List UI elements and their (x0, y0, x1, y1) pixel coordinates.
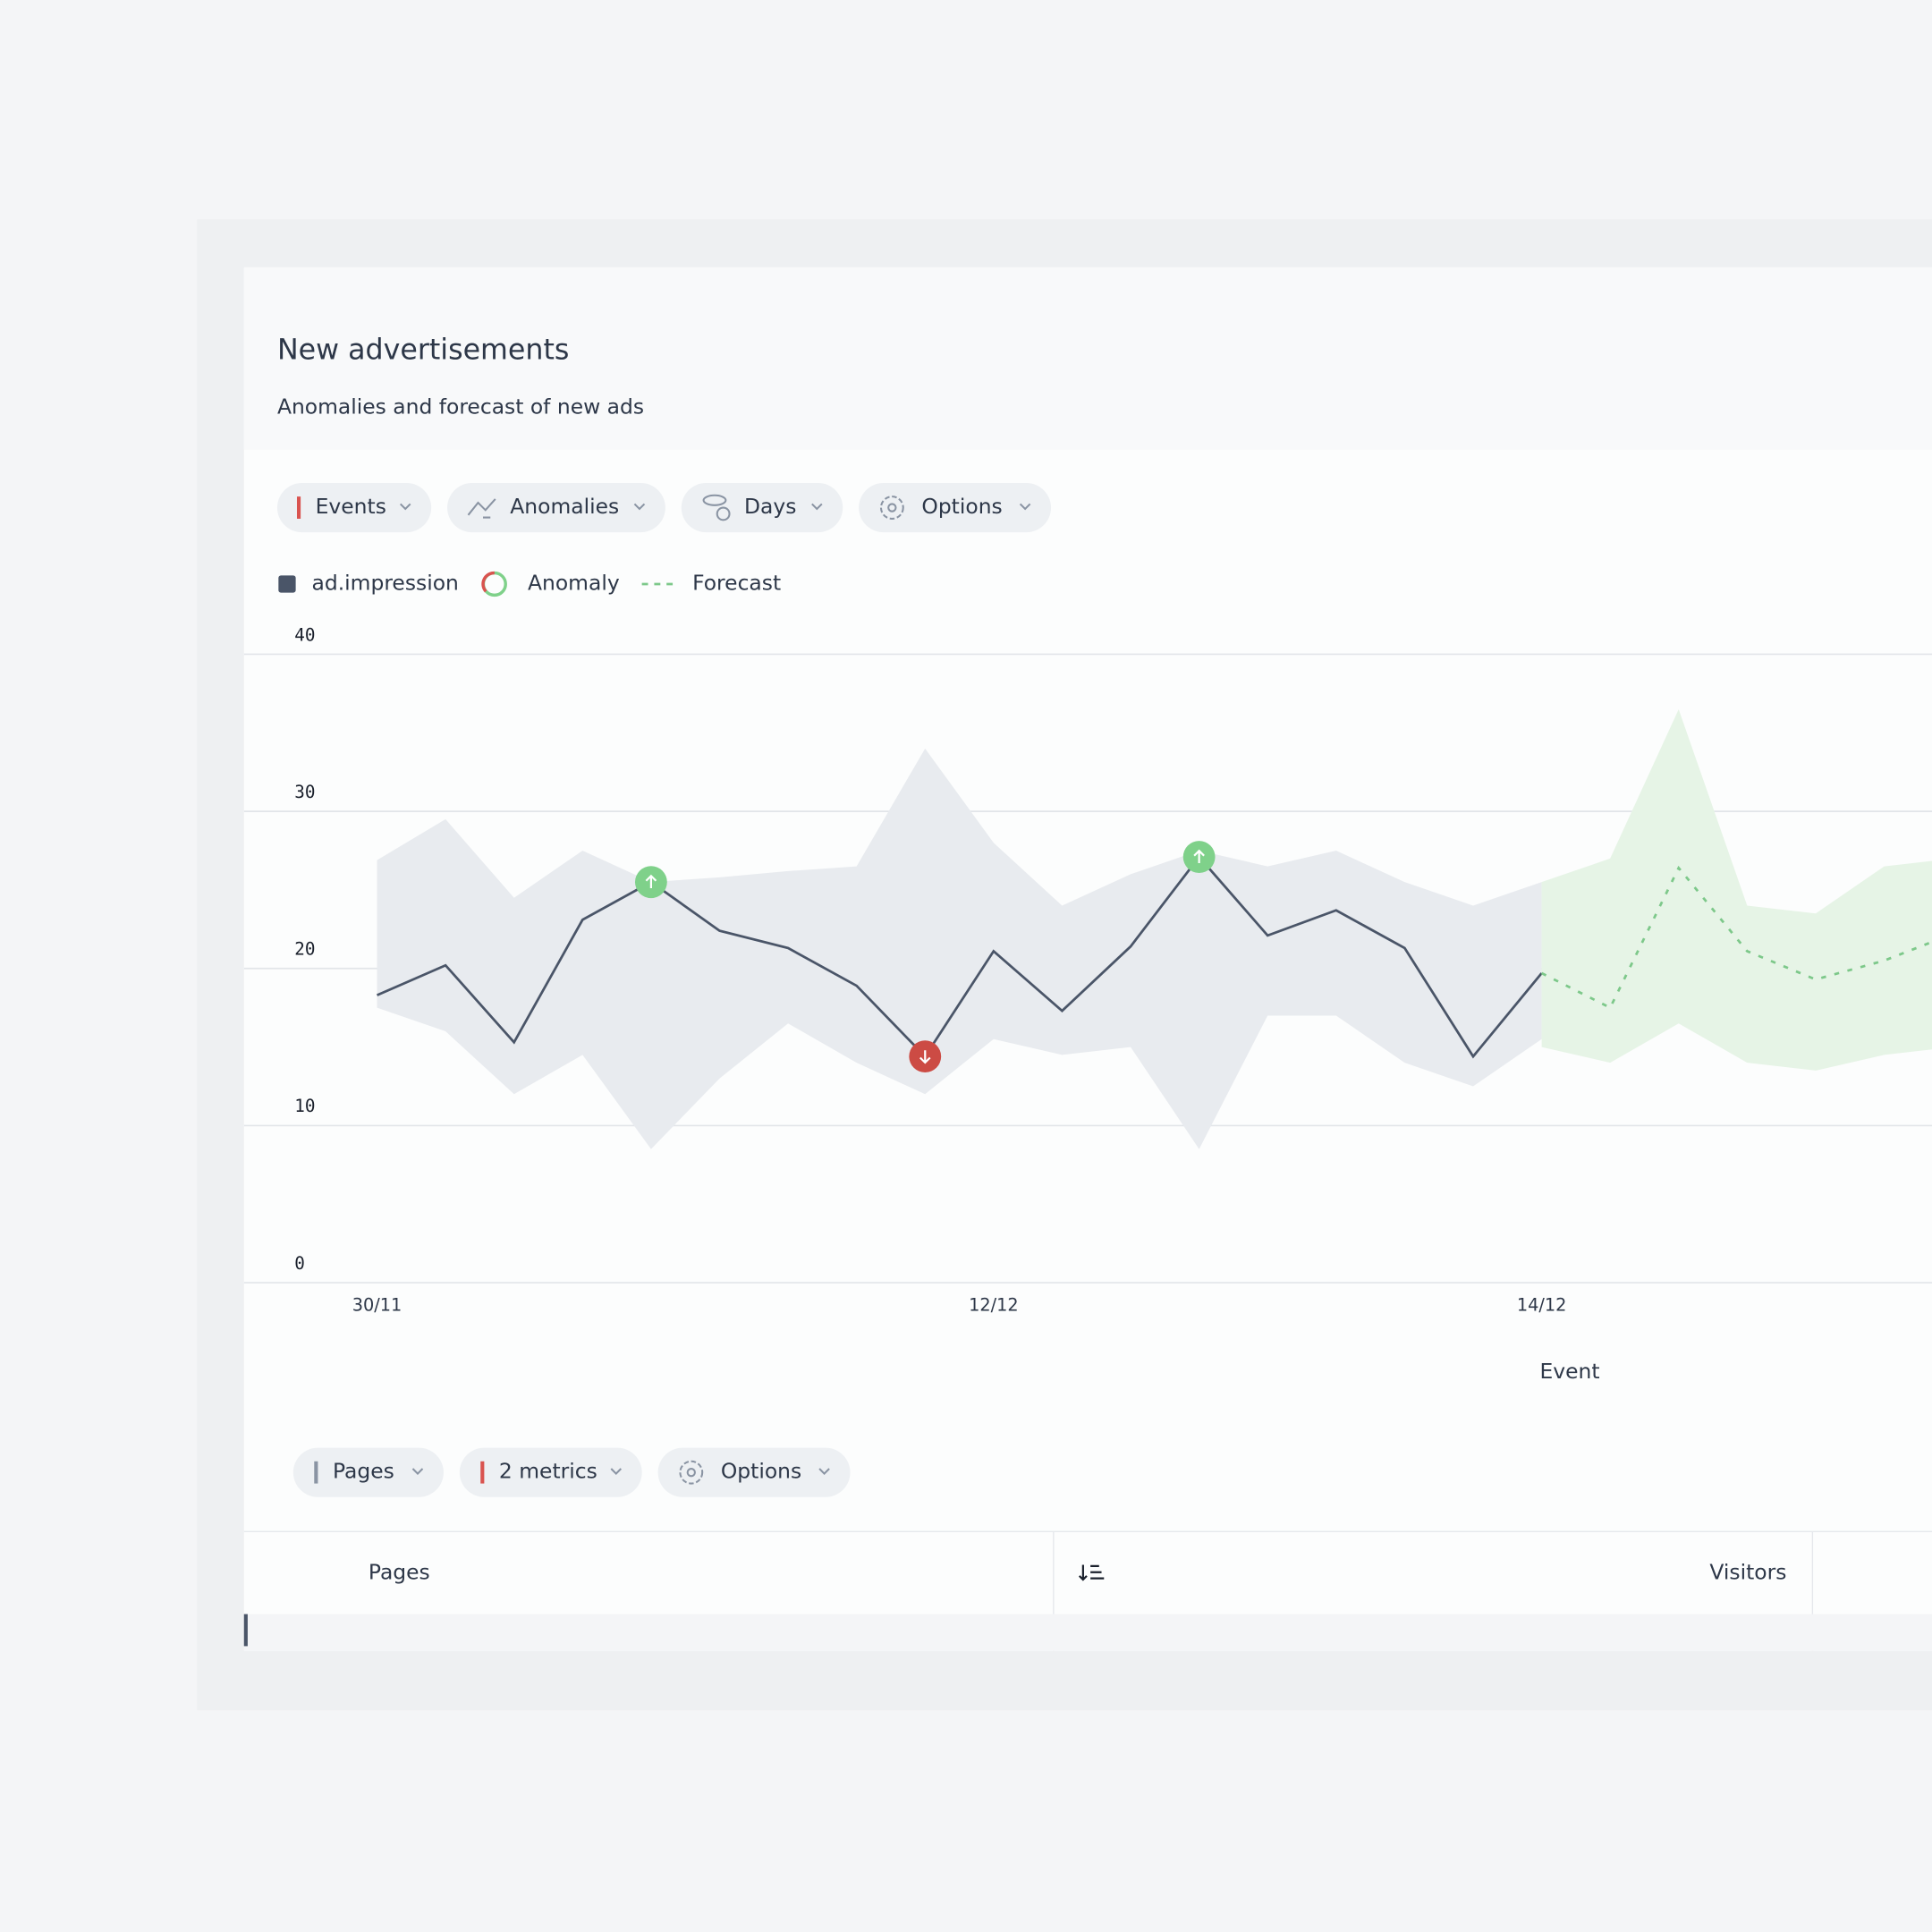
button-label: Options (721, 1459, 801, 1484)
y-tick-label: 10 (294, 1096, 315, 1116)
subtitle: Anomalies and forecast of new ads (277, 394, 644, 419)
anomaly-marker (909, 1040, 942, 1073)
options-button[interactable] (657, 1447, 851, 1497)
icon (879, 496, 904, 520)
anomalies-button[interactable] (447, 483, 665, 533)
chevron (610, 1468, 623, 1476)
icon (716, 506, 731, 521)
legend: ad.impression Anomaly Forecast (278, 570, 781, 597)
column-header: Visitors (1709, 1560, 1786, 1585)
anomaly-marker (634, 866, 667, 899)
button-label: 2 metrics (499, 1459, 597, 1484)
legend-label: ad.impression (312, 570, 459, 595)
chevron (1019, 503, 1031, 511)
row-accent (243, 1614, 248, 1647)
column-header: Pages (369, 1560, 430, 1585)
anomaly-marker (1182, 841, 1216, 873)
anomaly-arrow (919, 1050, 931, 1064)
chevron (818, 1468, 830, 1476)
sort-icon[interactable] (1078, 1564, 1105, 1581)
table-row (243, 1614, 1932, 1651)
icon (887, 503, 897, 513)
x-tick-label: 12/12 (969, 1295, 1019, 1316)
chevron (399, 503, 411, 511)
x-tick-label: 14/12 (1517, 1295, 1567, 1316)
options-button[interactable] (859, 483, 1052, 533)
legend-label: Forecast (692, 570, 781, 595)
table-toolbar: Pages 2 metrics Options (292, 1447, 851, 1497)
legend-swatch (481, 571, 495, 593)
forecast-line (1540, 865, 1932, 1010)
accent (314, 1461, 318, 1484)
button-label: Anomalies (510, 494, 619, 519)
toolbar: Events Anomalies Days Options (276, 483, 1052, 533)
anomaly-arrow (645, 874, 657, 889)
title: New advertisements (277, 335, 569, 367)
pages-button[interactable] (292, 1447, 444, 1497)
accent (480, 1461, 485, 1484)
events-button[interactable] (276, 483, 432, 533)
x-axis-title: Event (1539, 1359, 1599, 1384)
table: Pages Visitors (243, 1530, 1932, 1651)
x-tick-label: 30/11 (352, 1295, 402, 1316)
y-tick-label: 40 (294, 624, 315, 645)
button-label: Events (316, 494, 386, 519)
chevron (633, 503, 646, 511)
y-tick-label: 20 (294, 939, 315, 960)
icon (467, 498, 496, 519)
data-line (376, 854, 1543, 1059)
button-label: Options (921, 494, 1002, 519)
icon (679, 1460, 704, 1485)
chevron (411, 1468, 424, 1476)
accent (296, 496, 301, 519)
legend-label: Anomaly (528, 570, 620, 595)
legend-swatch (278, 575, 296, 593)
icon (702, 494, 727, 506)
button-label: Pages (333, 1459, 394, 1484)
confidence-band (1541, 708, 1932, 1071)
chevron (811, 503, 823, 511)
card-header (243, 267, 1932, 450)
icon (686, 1468, 696, 1478)
plot (243, 653, 1932, 1284)
button-label: Days (744, 494, 796, 519)
confidence-band (377, 748, 1542, 1149)
metrics-button[interactable] (459, 1447, 642, 1497)
y-tick-label: 0 (294, 1253, 305, 1274)
anomaly-arrow (1193, 849, 1205, 863)
y-tick-label: 30 (294, 782, 315, 802)
